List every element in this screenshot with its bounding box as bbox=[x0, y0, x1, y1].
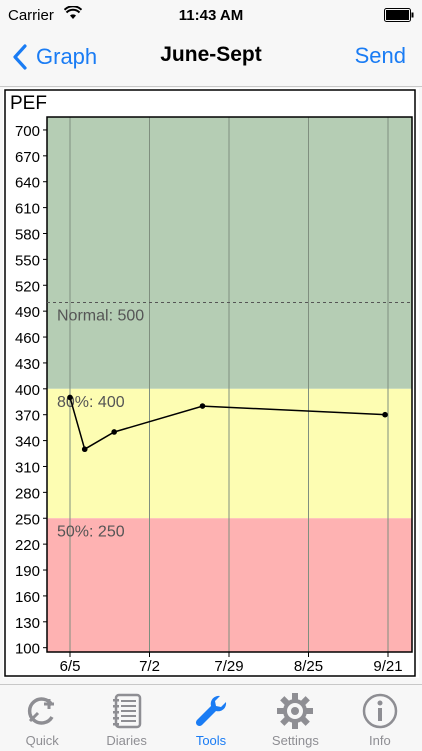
quick-add-icon bbox=[22, 691, 62, 731]
gear-icon bbox=[275, 691, 315, 731]
y-tick-label: 520 bbox=[15, 278, 40, 295]
x-tick-label: 7/2 bbox=[139, 658, 160, 675]
y-tick-label: 220 bbox=[15, 537, 40, 554]
y-tick-label: 130 bbox=[15, 615, 40, 632]
carrier-label: Carrier bbox=[8, 7, 54, 24]
status-time: 11:43 AM bbox=[178, 7, 244, 24]
x-tick-label: 7/29 bbox=[214, 658, 243, 675]
wifi-icon bbox=[64, 6, 82, 19]
eighty-percent-zone-label: 80%: 400 bbox=[57, 394, 125, 411]
x-tick-label: 9/21 bbox=[373, 658, 402, 675]
y-axis-label: PEF bbox=[10, 93, 47, 114]
back-button-label: Graph bbox=[36, 44, 98, 69]
tab-label: Tools bbox=[195, 733, 227, 748]
y-tick-label: 550 bbox=[15, 252, 40, 269]
tab-bar: Quick Diaries Tools Settings Info bbox=[0, 684, 422, 751]
battery-icon bbox=[384, 8, 414, 22]
tab-settings[interactable]: Settings bbox=[253, 685, 337, 751]
y-tick-label: 430 bbox=[15, 356, 40, 373]
tab-info[interactable]: Info bbox=[338, 685, 422, 751]
data-point bbox=[111, 429, 117, 435]
y-tick-label: 400 bbox=[15, 382, 40, 399]
tab-label: Diaries bbox=[106, 733, 147, 748]
tab-label: Settings bbox=[271, 733, 319, 748]
x-tick-label: 8/25 bbox=[294, 658, 323, 675]
x-tick-label: 6/5 bbox=[60, 658, 81, 675]
send-button[interactable]: Send bbox=[354, 43, 406, 68]
y-tick-label: 610 bbox=[15, 201, 40, 218]
info-icon bbox=[360, 691, 400, 731]
y-tick-label: 580 bbox=[15, 226, 40, 243]
wrench-icon bbox=[191, 691, 231, 731]
y-tick-label: 250 bbox=[15, 511, 40, 528]
y-tick-label: 670 bbox=[15, 149, 40, 166]
data-point bbox=[81, 446, 88, 453]
chart-canvas: PEF 700 670 640 610 580 550 520 490 460 430 400 370 3… bbox=[4, 89, 416, 677]
pef-chart: PEF 700 670 640 610 580 550 520 490 460 430 400 370 3… bbox=[3, 88, 419, 678]
tab-tools[interactable]: Tools bbox=[169, 685, 253, 751]
tab-diaries[interactable]: Diaries bbox=[84, 685, 168, 751]
y-tick-label: 190 bbox=[15, 563, 40, 580]
tab-quick[interactable]: Quick bbox=[0, 685, 84, 751]
status-bar: Carrier 11:43 AM bbox=[0, 0, 422, 30]
normal-zone-label: Normal: 500 bbox=[57, 308, 144, 325]
back-button[interactable]: Graph bbox=[12, 40, 97, 74]
tab-label: Quick bbox=[25, 733, 59, 748]
y-tick-label: 460 bbox=[15, 330, 40, 347]
y-tick-label: 370 bbox=[15, 408, 40, 425]
y-tick-label: 160 bbox=[15, 589, 40, 606]
y-tick-label: 310 bbox=[15, 459, 40, 476]
data-point bbox=[382, 411, 388, 418]
data-point bbox=[67, 394, 73, 401]
y-tick-label: 280 bbox=[15, 485, 40, 502]
data-point bbox=[199, 403, 206, 409]
notebook-icon bbox=[107, 691, 147, 731]
y-tick-label: 100 bbox=[15, 641, 40, 658]
y-tick-label: 640 bbox=[15, 175, 40, 192]
y-tick-label: 340 bbox=[15, 434, 40, 451]
y-tick-label: 700 bbox=[15, 123, 40, 140]
fifty-percent-zone-label: 50%: 250 bbox=[57, 523, 125, 540]
chevron-left-icon bbox=[13, 44, 27, 70]
y-tick-label: 490 bbox=[15, 304, 40, 321]
navigation-bar: Graph June-Sept Send bbox=[0, 30, 422, 87]
tab-label: Info bbox=[368, 733, 391, 748]
